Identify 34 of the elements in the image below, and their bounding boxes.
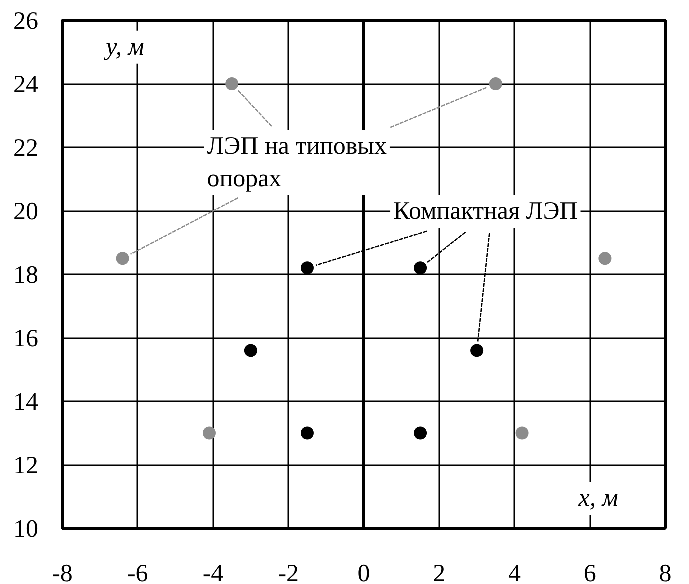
x-tick-label: -6 — [127, 560, 148, 584]
point — [470, 344, 484, 358]
point — [116, 252, 130, 266]
y-tick-label: 18 — [14, 262, 38, 289]
legend-label: ЛЭП на типовых опорах — [207, 133, 388, 192]
x-tick-label: 2 — [433, 560, 446, 584]
y-tick-label: 24 — [14, 72, 39, 98]
x-tick-label: 4 — [508, 560, 522, 584]
x-tick-label: 6 — [584, 560, 596, 584]
point — [414, 426, 428, 440]
y-tick-label: 16 — [14, 326, 38, 352]
y-tick-label: 10 — [14, 516, 38, 543]
point — [202, 426, 216, 440]
series-label: Компактная ЛЭП — [394, 198, 578, 226]
x-tick-label: -4 — [202, 560, 224, 584]
point — [244, 344, 258, 358]
x-tick-label: 0 — [358, 560, 370, 584]
point — [598, 252, 612, 266]
x-tick-label: 8 — [659, 560, 672, 584]
point — [516, 426, 529, 440]
x-axis-title: x, м — [578, 485, 618, 512]
point — [300, 262, 314, 275]
y-tick-label: 12 — [14, 452, 38, 480]
point — [489, 78, 502, 90]
point — [226, 78, 239, 90]
point — [414, 262, 428, 275]
y-tick-label: 22 — [14, 135, 38, 162]
point — [300, 426, 314, 440]
y-axis-title: y, м — [103, 34, 144, 61]
x-tick-label: -2 — [278, 560, 300, 584]
y-tick-label: 26 — [14, 8, 38, 35]
x-tick-label: -8 — [52, 560, 73, 584]
y-tick-label: 14 — [14, 389, 39, 416]
y-tick-label: 20 — [14, 198, 38, 226]
